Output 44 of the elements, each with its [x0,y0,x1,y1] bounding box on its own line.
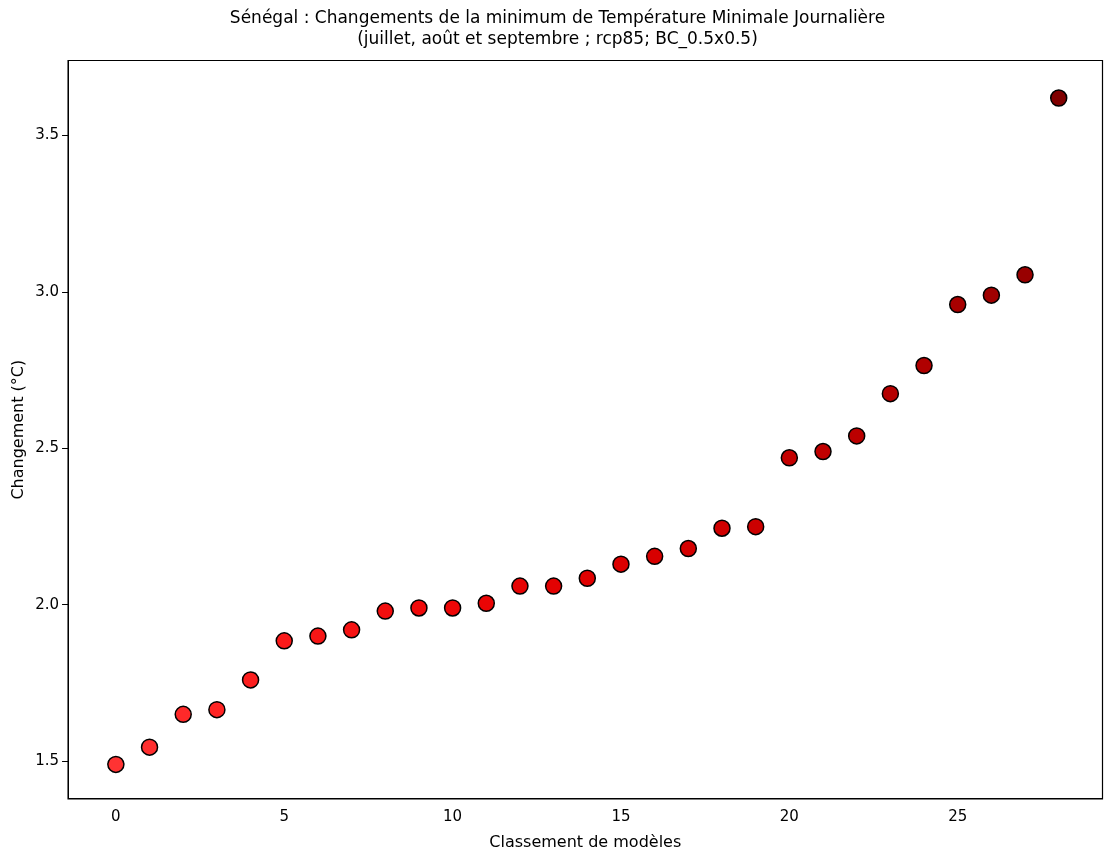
point [814,442,832,461]
y-tick-label: 2.0 [35,594,60,613]
point [915,356,933,375]
point [612,555,630,573]
point [881,384,900,403]
point [208,700,226,719]
point [713,519,731,537]
point [1016,266,1034,284]
point [847,427,866,445]
point [174,705,192,724]
point [1049,89,1068,107]
point [241,671,260,689]
point [342,621,361,639]
x-tick-label: 20 [779,806,799,825]
point [982,286,1001,304]
point [376,602,395,620]
point [443,599,462,617]
point [679,539,698,558]
point [544,577,563,595]
x-tick-label: 25 [948,806,968,825]
y-tick-label: 1.5 [35,751,60,770]
y-tick-label: 3.5 [35,125,60,144]
x-axis-title: Classement de modèles [489,831,682,851]
x-tick-label: 0 [111,806,121,825]
x-tick-label: 15 [611,806,631,825]
point [309,627,327,645]
point [645,547,664,566]
y-tick-label: 3.0 [35,281,60,300]
point [140,738,159,756]
point [477,594,496,613]
x-tick-label: 5 [279,806,290,825]
text: Sénégal : Changements de la minimum de Température Minimale Journalière [229,7,886,28]
point [275,632,293,650]
point [746,517,765,536]
text: (juillet, août et septembre ; rcp85; BC_0.5x0.5) [357,28,758,49]
point [780,449,799,467]
point [410,599,428,617]
point [578,569,597,587]
y-tick-label: 2.5 [35,438,60,457]
y-axis-title: Changement (°C) [7,359,27,500]
x-tick-label: 10 [443,806,463,825]
point [948,295,967,314]
point [107,755,125,774]
point [511,577,529,595]
